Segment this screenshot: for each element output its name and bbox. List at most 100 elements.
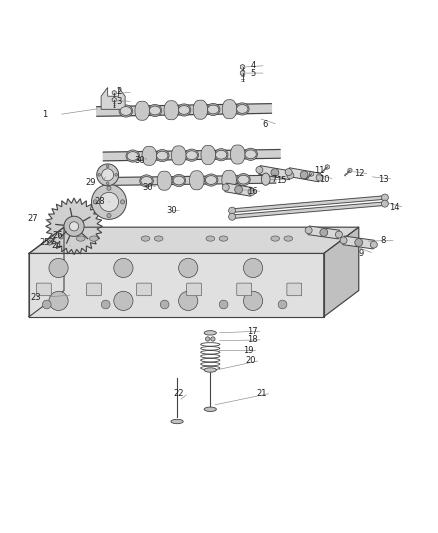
Text: 2: 2 (117, 87, 122, 96)
Polygon shape (230, 145, 245, 164)
Polygon shape (135, 101, 150, 120)
Circle shape (160, 300, 169, 309)
Ellipse shape (204, 330, 216, 335)
Circle shape (278, 300, 287, 309)
Ellipse shape (156, 151, 168, 160)
Ellipse shape (178, 106, 190, 115)
Ellipse shape (205, 176, 217, 184)
Ellipse shape (126, 150, 140, 162)
Circle shape (92, 184, 127, 220)
Ellipse shape (214, 149, 228, 161)
Polygon shape (172, 146, 186, 165)
Circle shape (305, 227, 312, 234)
Circle shape (229, 207, 236, 214)
Polygon shape (240, 70, 245, 76)
Ellipse shape (261, 173, 270, 185)
Text: 3: 3 (117, 97, 122, 106)
FancyBboxPatch shape (36, 283, 51, 296)
Ellipse shape (211, 337, 215, 341)
Polygon shape (201, 146, 215, 165)
FancyBboxPatch shape (86, 283, 101, 296)
Circle shape (98, 174, 100, 176)
Text: 7: 7 (272, 175, 277, 184)
Circle shape (99, 192, 119, 212)
Ellipse shape (173, 176, 184, 185)
Polygon shape (348, 168, 352, 173)
Polygon shape (190, 171, 204, 190)
Ellipse shape (271, 236, 279, 241)
Polygon shape (240, 64, 245, 70)
Circle shape (179, 259, 198, 278)
Ellipse shape (172, 174, 186, 187)
Polygon shape (103, 149, 280, 161)
Text: 28: 28 (95, 197, 105, 206)
Circle shape (120, 200, 125, 204)
Polygon shape (48, 240, 52, 245)
Ellipse shape (219, 236, 228, 241)
Polygon shape (232, 196, 385, 212)
Circle shape (371, 241, 378, 248)
Text: 15: 15 (276, 175, 286, 184)
Circle shape (102, 169, 114, 181)
Circle shape (381, 200, 389, 207)
Text: 22: 22 (173, 389, 184, 398)
Polygon shape (97, 103, 272, 116)
Polygon shape (232, 202, 385, 219)
Circle shape (106, 182, 109, 184)
Circle shape (271, 169, 279, 176)
Ellipse shape (208, 105, 219, 114)
Circle shape (107, 213, 111, 217)
Ellipse shape (204, 407, 216, 411)
Circle shape (244, 259, 263, 278)
Polygon shape (112, 91, 116, 95)
Circle shape (340, 237, 347, 244)
Polygon shape (29, 227, 64, 317)
Ellipse shape (120, 107, 131, 115)
Ellipse shape (236, 103, 249, 115)
Circle shape (42, 300, 51, 309)
Ellipse shape (244, 148, 258, 160)
Circle shape (336, 231, 343, 238)
Circle shape (179, 291, 198, 311)
Text: 27: 27 (28, 214, 39, 223)
Ellipse shape (186, 151, 198, 159)
Circle shape (287, 172, 294, 179)
Polygon shape (29, 253, 324, 317)
Ellipse shape (155, 149, 169, 161)
Ellipse shape (204, 368, 216, 372)
Circle shape (101, 300, 110, 309)
Polygon shape (222, 100, 237, 119)
Polygon shape (288, 168, 320, 182)
Ellipse shape (148, 104, 162, 117)
Circle shape (93, 200, 97, 204)
Polygon shape (225, 183, 252, 196)
Ellipse shape (127, 152, 138, 160)
Text: 14: 14 (389, 203, 400, 212)
Ellipse shape (171, 419, 183, 424)
Polygon shape (222, 170, 237, 189)
Circle shape (235, 185, 243, 193)
Circle shape (248, 189, 255, 196)
FancyBboxPatch shape (287, 283, 302, 296)
Polygon shape (164, 101, 179, 120)
Circle shape (107, 186, 111, 190)
Circle shape (320, 229, 328, 236)
Polygon shape (308, 226, 339, 239)
Text: 19: 19 (243, 346, 254, 355)
Circle shape (115, 174, 117, 176)
Circle shape (49, 259, 68, 278)
Text: 16: 16 (247, 187, 258, 196)
Circle shape (285, 168, 292, 175)
Text: 10: 10 (319, 175, 330, 184)
Ellipse shape (238, 175, 249, 184)
Polygon shape (259, 166, 291, 180)
Polygon shape (112, 98, 116, 102)
Ellipse shape (185, 149, 198, 161)
Polygon shape (59, 235, 63, 239)
Circle shape (49, 291, 68, 311)
Ellipse shape (76, 236, 85, 241)
Text: 5: 5 (251, 69, 256, 78)
Circle shape (219, 300, 228, 309)
Circle shape (106, 165, 109, 167)
Polygon shape (343, 236, 374, 249)
